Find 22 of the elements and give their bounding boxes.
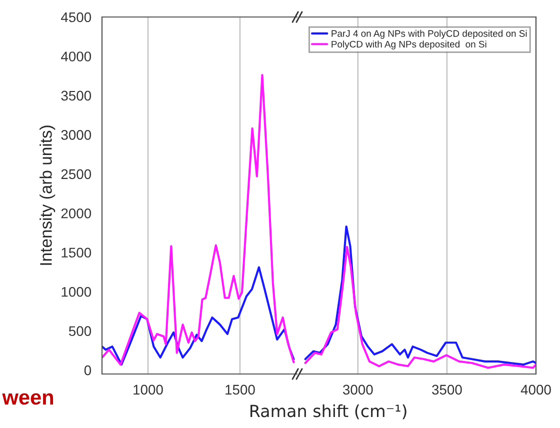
y-tick-label: 500 [68,326,92,336]
y-tick-label: 4500 [61,12,92,22]
y-tick-label: 3000 [61,130,92,140]
line-series [102,74,295,366]
x-tick-label: 3000 [342,384,373,395]
y-tick-label: 1500 [62,248,92,258]
y-tick-label: 2000 [61,208,92,218]
x-tick-label: 1000 [134,384,163,395]
x-tick-label: 3500 [432,384,462,395]
y-tick-label: 2500 [61,169,92,180]
line-series [102,266,295,366]
text: ween [2,393,54,405]
legend-label: ParJ 4 on Ag NPs with PolyCD deposited on Si [332,30,527,39]
y-tick-label: 0 [84,365,92,376]
y-tick-label: 4000 [61,52,92,62]
y-axis-title: Intensity (arb units) [40,126,56,265]
x-tick-label: 4000 [520,384,551,395]
y-tick-label: 1000 [62,286,92,297]
x-axis-title: Raman shift (cm⁻¹) [250,404,406,420]
legend-label: PolyCD with Ag NPs deposited on Si [332,40,486,50]
y-tick-label: 3500 [61,90,92,101]
x-tick-label: 1500 [226,384,255,395]
